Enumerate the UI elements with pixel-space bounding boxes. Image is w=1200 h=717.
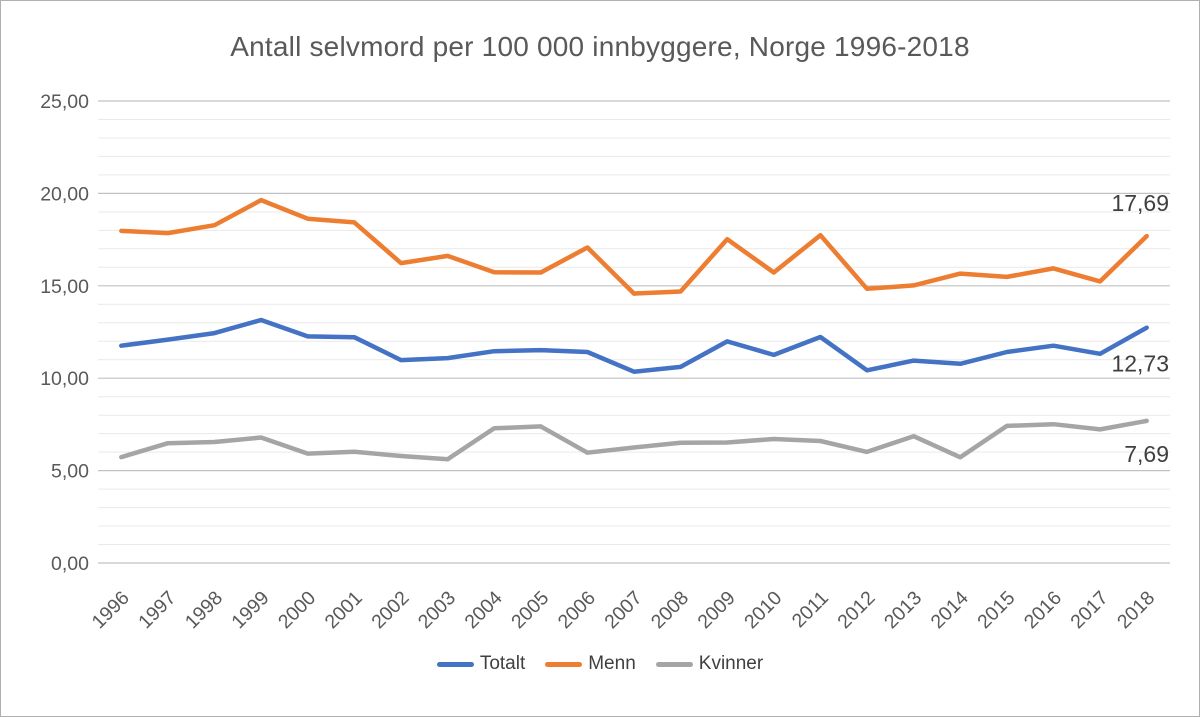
end-label-kvinner: 7,69 [1124,441,1169,467]
chart-title: Antall selvmord per 100 000 innbyggere, … [230,31,970,62]
svg-text:2016: 2016 [1020,587,1066,633]
svg-text:2001: 2001 [321,587,367,633]
svg-text:1996: 1996 [88,587,134,633]
menn-line-swatch [545,661,583,667]
minor-gridlines [98,119,1170,545]
svg-text:2004: 2004 [460,587,506,633]
svg-text:25,00: 25,00 [40,91,89,113]
svg-text:2009: 2009 [693,587,739,633]
svg-text:5,00: 5,00 [51,461,89,483]
series-line-kvinner [119,418,1149,462]
legend-item-kvinner: Kvinner [655,653,764,675]
svg-text:2014: 2014 [927,587,973,633]
legend-item-menn: Menn [545,653,636,675]
data-labels: 12,73 17,69 7,69 [1111,190,1169,467]
svg-text:2000: 2000 [274,587,320,633]
series-line-totalt [119,317,1149,374]
svg-text:15,00: 15,00 [40,276,89,298]
svg-text:2008: 2008 [647,587,693,633]
chart-legend: Totalt Menn Kvinner [1,653,1199,675]
svg-text:2011: 2011 [788,587,833,632]
series-line-menn [119,197,1149,296]
svg-text:10,00: 10,00 [40,368,89,390]
svg-text:1997: 1997 [134,587,180,633]
end-label-menn: 17,69 [1111,190,1169,216]
legend-label-totalt: Totalt [479,653,526,674]
svg-text:1998: 1998 [181,587,227,633]
legend-item-totalt: Totalt [436,653,526,675]
legend-label-kvinner: Kvinner [698,653,764,674]
svg-text:2012: 2012 [833,587,879,633]
svg-text:20,00: 20,00 [40,183,89,205]
svg-text:2017: 2017 [1066,587,1112,633]
svg-text:2005: 2005 [507,587,553,633]
x-axis-tick-labels: 1996 1997 1998 1999 2000 2001 2002 2003 2004 2005… [88,587,1160,633]
svg-text:2006: 2006 [554,587,600,633]
legend-label-menn: Menn [588,653,636,674]
svg-text:2013: 2013 [880,587,926,633]
svg-text:2002: 2002 [367,587,413,633]
major-gridlines [98,100,1170,564]
svg-text:2018: 2018 [1113,587,1159,633]
svg-text:0,00: 0,00 [51,553,89,575]
svg-text:2015: 2015 [973,587,1019,633]
svg-text:2007: 2007 [600,587,646,633]
totalt-line-swatch [436,661,474,667]
svg-text:2003: 2003 [414,587,460,633]
end-label-totalt: 12,73 [1111,351,1169,377]
kvinner-line-swatch [655,661,693,667]
y-axis-tick-labels: 0,00 5,00 10,00 15,00 20,00 25,00 [40,91,89,575]
svg-text:1999: 1999 [227,587,273,633]
svg-text:2010: 2010 [740,587,786,633]
